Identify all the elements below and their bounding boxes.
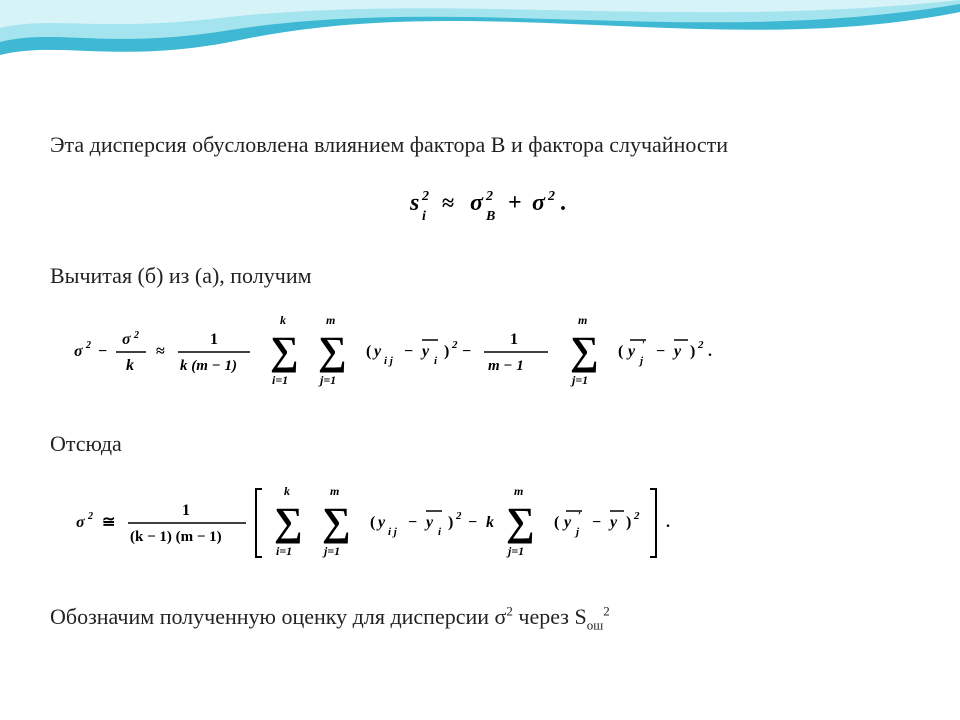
svg-text:2: 2 (451, 339, 458, 351)
svg-text:1: 1 (182, 502, 190, 519)
slide-content: Эта дисперсия обусловлена влиянием факто… (50, 130, 910, 638)
svg-text:σ: σ (532, 190, 546, 216)
p4-pre: Обозначим полученную оценку для дисперси… (50, 604, 506, 629)
svg-text:1: 1 (210, 331, 218, 348)
svg-text:k: k (126, 357, 134, 374)
svg-text:∑: ∑ (270, 328, 299, 373)
svg-text:−: − (404, 343, 413, 360)
svg-text:.: . (560, 190, 566, 216)
svg-text:k: k (280, 313, 286, 327)
svg-text:y: y (608, 514, 618, 531)
svg-text:2: 2 (133, 330, 139, 341)
svg-text:σ: σ (74, 343, 83, 360)
svg-text:B: B (485, 209, 495, 224)
svg-text:∑: ∑ (318, 328, 347, 373)
svg-text:∑: ∑ (506, 499, 535, 544)
p4-sub: ош (587, 617, 604, 632)
svg-text:y: y (424, 514, 434, 531)
svg-text:m: m (326, 313, 335, 327)
svg-text:y: y (376, 514, 386, 531)
svg-text:m: m (330, 484, 339, 498)
svg-text:+: + (508, 190, 522, 216)
svg-text:≈: ≈ (442, 190, 454, 215)
svg-text:∑: ∑ (274, 499, 303, 544)
svg-text:−: − (656, 343, 665, 360)
svg-text:σ: σ (76, 514, 85, 531)
svg-text:): ) (444, 343, 449, 360)
svg-text:2: 2 (87, 511, 93, 522)
equation-3: σ2 ≅ 1 (k − 1) (m − 1) ∑ k i=1 ∑ m j=1 (… (50, 477, 910, 574)
p4-mid: через S (513, 604, 587, 629)
svg-text:j: j (638, 355, 644, 367)
paragraph-4: Обозначим полученную оценку для дисперси… (50, 602, 910, 634)
svg-text:2: 2 (633, 510, 640, 522)
svg-text:k: k (284, 484, 290, 498)
svg-text:): ) (626, 514, 631, 531)
svg-text:j=1: j=1 (506, 544, 524, 558)
svg-text:y: y (372, 343, 382, 360)
svg-text:−: − (98, 343, 107, 360)
svg-text:): ) (448, 514, 453, 531)
svg-text:2: 2 (455, 510, 462, 522)
svg-text:σ: σ (470, 190, 484, 216)
svg-text:2: 2 (697, 339, 704, 351)
equation-1: s 2 i ≈ σ 2 B + σ 2 . (50, 178, 910, 233)
paragraph-2: Вычитая (б) из (а), получим (50, 261, 910, 291)
svg-text:i: i (434, 355, 438, 367)
svg-text:.: . (666, 514, 670, 531)
svg-text:i=1: i=1 (272, 373, 288, 387)
svg-text:2: 2 (547, 189, 555, 204)
svg-text:≈: ≈ (156, 343, 165, 360)
svg-text:i j: i j (384, 355, 394, 367)
svg-text:(: ( (366, 343, 371, 360)
header-wave (0, 0, 960, 100)
svg-text:2: 2 (85, 340, 91, 351)
svg-text:y: y (562, 514, 572, 531)
svg-text:m: m (578, 313, 587, 327)
svg-text:′: ′ (578, 510, 581, 522)
svg-text:(: ( (554, 514, 559, 531)
svg-text:y: y (420, 343, 430, 360)
svg-text:m − 1: m − 1 (488, 358, 524, 374)
svg-text:j=1: j=1 (570, 373, 588, 387)
svg-text:−: − (408, 514, 417, 531)
svg-text:σ: σ (122, 331, 131, 348)
svg-text:′: ′ (642, 339, 645, 351)
svg-text:j: j (574, 526, 580, 538)
svg-text:i j: i j (388, 526, 398, 538)
svg-text:−: − (468, 514, 477, 531)
svg-text:−: − (462, 343, 471, 360)
svg-text:.: . (708, 343, 712, 360)
svg-text:−: − (592, 514, 601, 531)
svg-text:): ) (690, 343, 695, 360)
equation-2: σ2 − σ2 k ≈ 1 k (m − 1) ∑ k i=1 ∑ m j=1 … (50, 308, 910, 401)
svg-text:≅: ≅ (102, 514, 115, 531)
paragraph-3: Отсюда (50, 429, 910, 459)
svg-text:∑: ∑ (570, 328, 599, 373)
svg-text:(k − 1) (m − 1): (k − 1) (m − 1) (130, 529, 222, 545)
svg-text:∑: ∑ (322, 499, 351, 544)
svg-text:1: 1 (510, 331, 518, 348)
svg-text:2: 2 (485, 189, 493, 204)
svg-text:j=1: j=1 (322, 544, 340, 558)
p4-sup2: 2 (603, 604, 610, 619)
paragraph-1: Эта дисперсия обусловлена влиянием факто… (50, 130, 910, 160)
svg-text:m: m (514, 484, 523, 498)
svg-text:(: ( (618, 343, 623, 360)
svg-text:y: y (626, 343, 636, 360)
svg-text:i=1: i=1 (276, 544, 292, 558)
svg-text:j=1: j=1 (318, 373, 336, 387)
svg-text:i: i (422, 209, 426, 224)
svg-text:i: i (438, 526, 442, 538)
svg-text:(: ( (370, 514, 375, 531)
svg-text:k: k (486, 514, 494, 531)
svg-text:y: y (672, 343, 682, 360)
svg-text:k (m − 1): k (m − 1) (180, 358, 237, 374)
svg-text:2: 2 (421, 189, 429, 204)
svg-text:s: s (409, 190, 419, 216)
